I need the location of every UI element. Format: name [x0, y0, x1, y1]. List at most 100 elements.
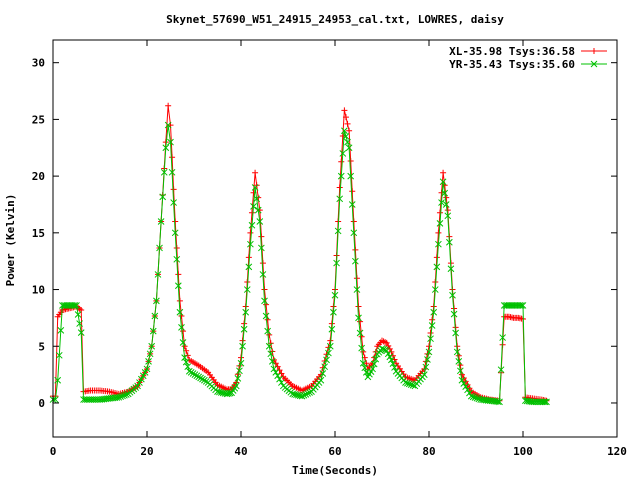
data-point — [333, 259, 340, 267]
legend-label: XL-35.98 Tsys:36.58 — [449, 45, 575, 58]
data-point — [540, 398, 547, 406]
data-point — [138, 375, 145, 383]
data-point — [427, 335, 434, 343]
data-point — [245, 263, 253, 271]
y-axis-label: Power (Kelvin) — [4, 194, 17, 287]
data-point — [258, 244, 265, 252]
data-point — [253, 195, 261, 203]
data-point — [452, 329, 459, 337]
data-point — [239, 342, 246, 350]
data-point — [119, 392, 126, 400]
data-point — [353, 275, 360, 282]
data-point — [435, 229, 442, 236]
data-point — [438, 199, 445, 206]
data-point — [121, 391, 128, 399]
legend-marker — [591, 48, 597, 54]
data-point — [444, 212, 452, 220]
x-tick-label: 120 — [607, 445, 627, 458]
x-tick-label: 20 — [140, 445, 153, 458]
data-point — [153, 297, 160, 305]
legend-label: YR-35.43 Tsys:35.60 — [449, 58, 575, 71]
data-point — [184, 352, 191, 359]
data-point — [185, 367, 193, 375]
data-point — [334, 227, 342, 235]
data-point — [330, 308, 337, 316]
data-point — [145, 358, 152, 365]
data-point — [336, 184, 343, 191]
data-point — [146, 350, 154, 358]
chart-title: Skynet_57690_W51_24915_24953_cal.txt, LO… — [166, 13, 504, 26]
data-point — [352, 257, 359, 265]
data-point — [248, 209, 255, 216]
legend-marker — [590, 60, 598, 68]
data-point — [344, 138, 351, 146]
data-point — [359, 359, 367, 367]
data-point — [261, 286, 268, 293]
data-point — [350, 229, 358, 237]
data-point — [369, 365, 376, 373]
data-point — [265, 342, 273, 350]
data-point — [234, 375, 242, 382]
data-point — [179, 339, 187, 346]
data-point — [325, 349, 332, 357]
data-point — [453, 348, 461, 356]
data-point — [157, 218, 165, 225]
data-point — [350, 218, 357, 225]
data-point — [173, 244, 180, 251]
x-axis-label: Time(Seconds) — [292, 464, 378, 477]
data-point — [300, 391, 308, 399]
data-point — [317, 376, 325, 384]
data-point — [264, 327, 271, 335]
data-point — [278, 379, 285, 386]
data-point — [543, 398, 550, 406]
data-point — [422, 363, 430, 371]
data-point — [328, 325, 336, 333]
data-point — [202, 378, 210, 385]
data-point — [405, 380, 413, 388]
data-point — [151, 312, 159, 320]
y-tick-label: 5 — [38, 340, 45, 353]
data-point — [258, 233, 265, 240]
y-tick-label: 20 — [32, 170, 45, 183]
data-point — [458, 376, 466, 384]
data-point — [259, 271, 267, 278]
data-point — [471, 394, 479, 401]
data-point — [165, 102, 172, 109]
data-point — [464, 386, 471, 394]
data-point — [251, 184, 259, 191]
data-point — [438, 189, 445, 196]
data-point — [450, 310, 458, 318]
data-point — [494, 398, 501, 405]
data-point — [407, 381, 415, 388]
data-point — [386, 345, 393, 352]
data-point — [191, 371, 199, 378]
data-point — [169, 154, 176, 161]
data-point — [344, 120, 351, 127]
y-tick-label: 25 — [32, 113, 45, 126]
data-point — [441, 189, 449, 197]
data-point — [143, 365, 151, 373]
data-point — [170, 199, 177, 206]
data-point — [337, 172, 345, 180]
data-point — [193, 372, 201, 380]
data-point — [349, 188, 356, 195]
data-point — [541, 398, 549, 406]
data-point — [420, 371, 428, 378]
data-point — [436, 220, 444, 227]
data-point — [456, 367, 464, 375]
data-point — [240, 325, 248, 333]
data-point — [267, 350, 275, 358]
data-point — [363, 360, 370, 367]
data-point — [189, 370, 197, 377]
data-point — [252, 169, 259, 176]
data-point — [302, 390, 310, 398]
data-point — [256, 218, 264, 225]
data-point — [200, 376, 208, 384]
data-point — [73, 302, 80, 309]
data-point — [259, 260, 266, 267]
data-point — [184, 363, 192, 371]
data-point — [402, 379, 409, 386]
data-point — [164, 121, 172, 129]
data-point — [250, 203, 257, 210]
data-point — [355, 303, 362, 310]
